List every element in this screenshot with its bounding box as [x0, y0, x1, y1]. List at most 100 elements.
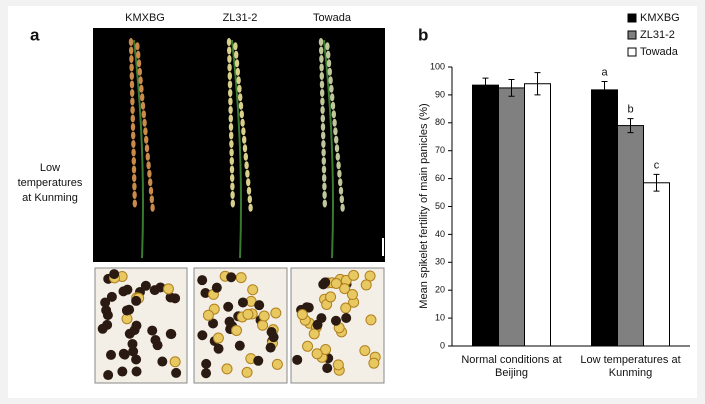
spikelet [320, 106, 325, 114]
x-tick-label: Kunming [609, 367, 652, 379]
legend-swatch [627, 47, 637, 57]
pollen-grain [311, 348, 323, 360]
pollen-grain [322, 363, 333, 374]
pollen-grain [213, 343, 224, 354]
spikelet [319, 46, 324, 55]
spikelet [244, 161, 249, 170]
side-label: temperatures [18, 177, 83, 189]
spikelet [230, 182, 235, 191]
spikelet [129, 80, 135, 89]
pollen-grain [253, 355, 264, 366]
spikelet [329, 84, 334, 93]
spikelet [227, 46, 232, 55]
pollen-grain [330, 277, 342, 289]
pollen-grain [165, 292, 176, 303]
spikelet [131, 165, 137, 174]
y-tick-label: 70 [435, 145, 445, 155]
y-tick-label: 100 [430, 61, 445, 71]
column-label: ZL31-2 [223, 12, 258, 24]
spikelet [336, 161, 341, 170]
column-label: Towada [313, 12, 352, 24]
legend-label: ZL31-2 [640, 29, 675, 41]
pollen-grain [341, 313, 352, 324]
spikelet [333, 127, 338, 136]
spikelet [129, 72, 134, 80]
pollen-grain [257, 319, 269, 331]
pollen-grain [312, 319, 323, 330]
pollen-grain [330, 315, 341, 326]
pollen-grain [226, 272, 237, 283]
pollen-grain [360, 279, 372, 291]
pollen-grains [97, 269, 381, 381]
pollen-grain [131, 366, 142, 377]
pollen-grain [230, 324, 242, 336]
spikelet [130, 97, 135, 106]
bar [617, 125, 644, 347]
spikelet [233, 42, 238, 51]
pollen-grain [106, 291, 117, 302]
spikelet [131, 148, 136, 157]
spikelet [322, 191, 327, 199]
spikelet [132, 174, 137, 182]
annotation: c [654, 159, 660, 171]
pollen-grain [127, 338, 138, 349]
spikelet [242, 144, 248, 153]
spikelet [243, 152, 248, 161]
pollen-grain [258, 310, 270, 322]
column-label: KMXBG [125, 12, 165, 24]
pollen-grain [292, 354, 303, 365]
error-bar [508, 79, 515, 97]
pollen-grain [271, 358, 283, 370]
pollen-grain [241, 366, 253, 378]
spikelet [331, 110, 336, 119]
y-tick-label: 50 [435, 201, 445, 211]
spikelet [337, 169, 342, 178]
spikelet [246, 178, 251, 187]
spikelet [239, 110, 244, 119]
pollen-grain [325, 291, 337, 303]
bar [498, 87, 525, 347]
spikelet [325, 42, 330, 51]
pollen-grain [103, 370, 114, 381]
panicle-stem [133, 39, 144, 259]
spikelet [228, 106, 233, 114]
x-tick-label: Beijing [495, 367, 528, 379]
spikelet [322, 182, 327, 191]
y-axis-label: Mean spikelet fertility of main panicles… [418, 103, 430, 308]
spikelet [236, 76, 241, 85]
pollen-grain [201, 358, 212, 369]
spikelet [238, 93, 243, 102]
pollen-grain [197, 275, 208, 286]
x-tick-label: Low temperatures at [580, 354, 680, 366]
spikelet [229, 157, 234, 165]
pollen-grain [242, 308, 254, 320]
spikelet [130, 89, 135, 97]
spikelet [129, 46, 134, 55]
panel-label: a [30, 25, 40, 44]
spikelet [140, 93, 145, 102]
pollen-grain [221, 363, 233, 375]
annotation: a [601, 66, 608, 78]
pollen-grain [302, 340, 314, 352]
pollen-grain [237, 297, 248, 308]
y-tick-label: 80 [435, 117, 445, 127]
pollen-grain [157, 356, 168, 367]
spikelet [322, 174, 327, 182]
pollen-grain [100, 297, 111, 308]
bar [643, 182, 670, 347]
spikelet [247, 195, 252, 204]
pollen-grain [365, 314, 377, 326]
spikelet [321, 148, 326, 157]
spikelet [229, 148, 234, 157]
spikelet [132, 191, 137, 199]
spikelet [144, 144, 150, 153]
spikelet [229, 165, 235, 174]
spikelet [136, 50, 141, 59]
spikelet [226, 38, 232, 46]
spikelet [326, 59, 332, 68]
pollen-grain [235, 272, 247, 284]
spikelet [128, 38, 134, 46]
spikelet [334, 144, 340, 153]
spikelet [229, 131, 234, 140]
spikelet [245, 169, 250, 178]
